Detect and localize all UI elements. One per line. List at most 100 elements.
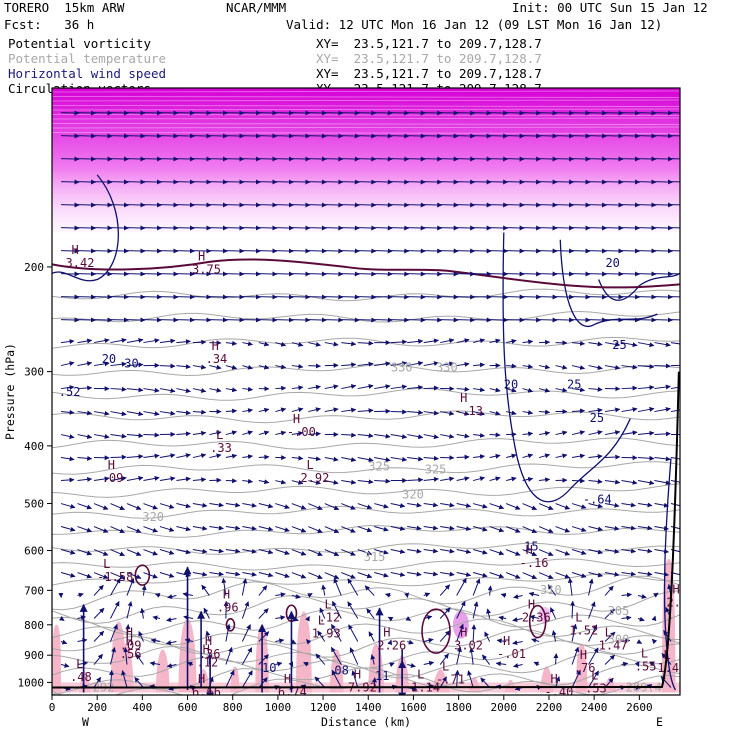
circulation-vector — [308, 317, 327, 323]
circulation-vector — [571, 503, 587, 509]
circulation-vector — [126, 526, 142, 533]
circulation-vector — [555, 202, 575, 208]
circulation-vector — [456, 411, 470, 416]
circulation-vector — [225, 525, 241, 531]
circulation-vector — [291, 503, 307, 510]
circulation-vector — [654, 480, 671, 486]
circulation-vector — [159, 133, 179, 139]
wind-label: -.64 — [583, 492, 612, 506]
circulation-vector — [440, 248, 459, 254]
circulation-vector — [176, 410, 191, 416]
circulation-vector — [77, 110, 97, 116]
circulation-vector — [555, 572, 571, 579]
circulation-vector — [159, 410, 176, 416]
extremum-value: 2.26 — [377, 638, 406, 652]
circulation-vector — [473, 271, 492, 277]
circulation-vector — [374, 133, 393, 139]
circulation-vector — [506, 202, 525, 208]
circulation-vector — [538, 503, 554, 510]
extremum-type: H — [205, 634, 212, 648]
theta-contour — [52, 483, 680, 498]
pv-shade-stripe — [52, 99, 680, 102]
circulation-vector — [489, 179, 509, 185]
circulation-vector — [242, 548, 257, 554]
circulation-vector — [670, 503, 680, 507]
circulation-vector — [126, 248, 146, 254]
pv-shade-lower — [295, 611, 312, 693]
circulation-vector — [407, 360, 424, 367]
circulation-vector — [192, 271, 212, 277]
circulation-vector — [110, 110, 129, 116]
circulation-vector — [209, 502, 224, 508]
extremum-type: L — [641, 647, 648, 661]
circulation-vector — [192, 110, 212, 116]
circulation-vector — [522, 503, 538, 511]
extremum-type: H — [460, 391, 467, 405]
circulation-vector — [372, 677, 378, 688]
circulation-vector — [225, 623, 231, 642]
circulation-vector — [60, 526, 76, 532]
circulation-vector — [572, 294, 591, 300]
circulation-vector — [242, 478, 254, 484]
circulation-vector — [93, 338, 110, 344]
circulation-vector — [291, 294, 311, 300]
circulation-vector — [621, 248, 641, 254]
circulation-vector — [77, 434, 93, 440]
wind-label: 10 — [262, 661, 276, 675]
circulation-vector — [357, 340, 374, 346]
extremum-label: H3.42 — [66, 243, 95, 270]
circulation-vector — [604, 608, 615, 619]
circulation-vector — [604, 341, 621, 347]
circulation-vector — [143, 110, 162, 116]
circulation-vector — [192, 453, 207, 459]
extremum-type: H — [550, 672, 557, 686]
circulation-vector — [539, 225, 558, 231]
circulation-vector — [242, 294, 261, 300]
circulation-vector — [390, 271, 410, 277]
circulation-vector — [489, 110, 509, 116]
circulation-vector — [357, 225, 377, 231]
circulation-vector — [539, 294, 558, 300]
circulation-vector — [539, 202, 558, 208]
circulation-vector — [110, 549, 125, 557]
extremum-value: 3.75 — [192, 262, 221, 276]
circulation-vector — [330, 623, 342, 642]
circulation-vector — [77, 202, 97, 208]
circulation-vector — [324, 225, 344, 231]
circulation-vector — [637, 571, 653, 577]
circulation-vector — [225, 669, 235, 688]
circulation-vector — [588, 133, 608, 139]
circulation-vector — [77, 361, 93, 367]
circulation-vector — [143, 271, 162, 277]
circulation-vector — [176, 339, 191, 345]
circulation-vector — [538, 526, 554, 533]
circulation-vector — [486, 608, 491, 619]
circulation-vector — [423, 548, 439, 554]
circulation-vector — [637, 294, 657, 300]
circulation-vector — [423, 615, 433, 620]
circulation-vector — [423, 476, 439, 482]
circulation-vector — [291, 133, 311, 139]
circulation-vector — [306, 639, 312, 645]
circulation-vector — [604, 407, 621, 413]
theta-contour — [52, 590, 680, 624]
circulation-vector — [440, 202, 459, 208]
circulation-vector — [291, 248, 311, 254]
circulation-vector — [572, 271, 591, 277]
circulation-vector — [506, 133, 525, 139]
circulation-vector — [498, 615, 507, 621]
extremum-value: 1.44 — [657, 661, 686, 675]
theta-contour — [52, 640, 680, 669]
circulation-vector — [571, 572, 587, 578]
circulation-vector — [374, 271, 393, 277]
circulation-vector — [308, 341, 321, 347]
extremum-value: 1.47 — [599, 638, 628, 652]
extremum-label: H6.74 — [278, 672, 307, 695]
circulation-vector — [324, 271, 344, 277]
circulation-vector — [110, 578, 121, 596]
circulation-vector — [637, 317, 657, 323]
extremum-value: 3.42 — [66, 256, 95, 270]
circulation-vector — [60, 385, 75, 390]
circulation-vector — [390, 110, 410, 116]
extremum-label: H.09 — [120, 625, 142, 652]
